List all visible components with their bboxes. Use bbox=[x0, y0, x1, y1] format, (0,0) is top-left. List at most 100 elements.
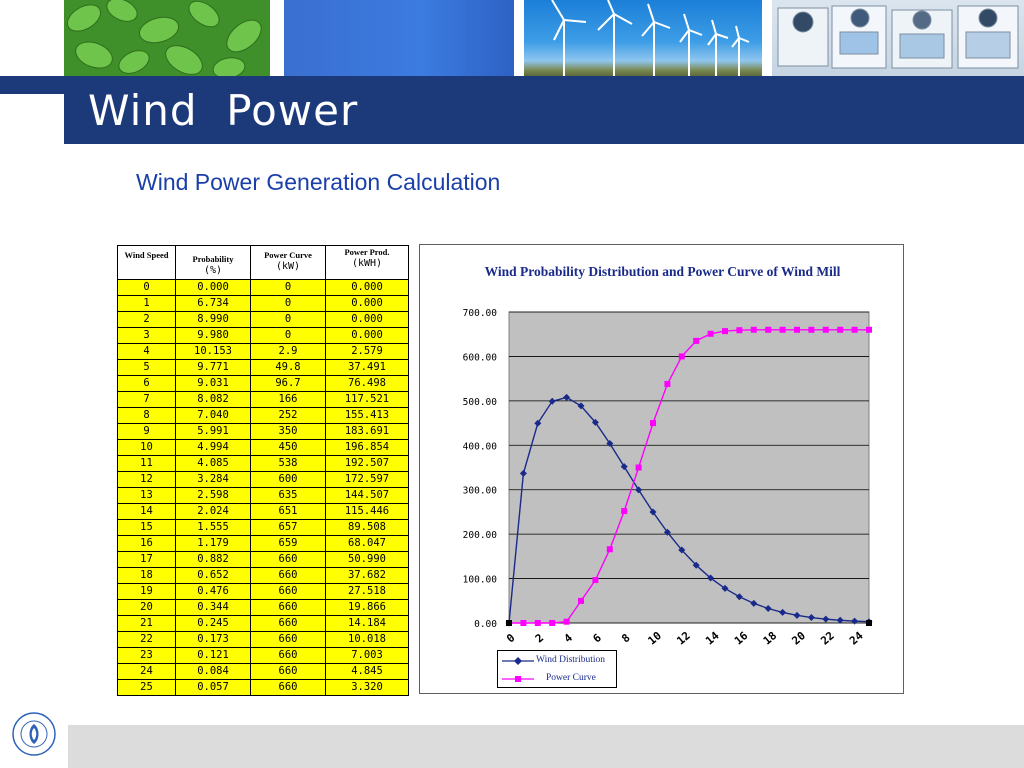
axis-corner-marker bbox=[866, 620, 872, 626]
cell-power-curve: 166 bbox=[250, 391, 326, 408]
y-tick-label: 700.00 bbox=[463, 308, 498, 319]
cell-power-production: 192.507 bbox=[325, 455, 409, 472]
cell-power-curve: 600 bbox=[250, 471, 326, 488]
x-tick-label: 6 bbox=[590, 631, 604, 645]
data-point-power-curve bbox=[592, 577, 599, 584]
cell-probability: 0.084 bbox=[175, 663, 251, 680]
cell-power-curve: 635 bbox=[250, 487, 326, 504]
x-tick-label: 20 bbox=[789, 629, 808, 647]
cell-wind-speed: 7 bbox=[117, 391, 176, 408]
cell-probability: 0.173 bbox=[175, 631, 251, 648]
y-tick-label: 200.00 bbox=[463, 530, 498, 541]
x-tick-label: 16 bbox=[732, 629, 751, 648]
cell-power-production: 76.498 bbox=[325, 375, 409, 392]
cell-probability: 0.245 bbox=[175, 615, 251, 632]
data-point-wind-distribution bbox=[519, 469, 527, 477]
y-tick-label: 100.00 bbox=[463, 575, 498, 586]
cell-power-production: 19.866 bbox=[325, 599, 409, 616]
data-point-wind-distribution bbox=[735, 593, 743, 601]
cell-power-production: 183.691 bbox=[325, 423, 409, 440]
table-row: 23 0.121 660 7.003 bbox=[117, 647, 409, 664]
cell-power-curve: 660 bbox=[250, 679, 326, 696]
data-point-power-curve bbox=[736, 327, 743, 334]
data-point-wind-distribution bbox=[563, 393, 571, 401]
cell-probability: 1.555 bbox=[175, 519, 251, 536]
wind-turbines-banner-image bbox=[524, 0, 762, 76]
cell-wind-speed: 2 bbox=[117, 311, 176, 328]
data-point-wind-distribution bbox=[663, 528, 671, 536]
data-point-wind-distribution bbox=[764, 605, 772, 613]
legend-swatch-power-curve bbox=[502, 676, 534, 682]
leaves-banner-image bbox=[64, 0, 270, 76]
cell-power-curve: 660 bbox=[250, 583, 326, 600]
cell-probability: 9.771 bbox=[175, 359, 251, 376]
cell-probability: 0.057 bbox=[175, 679, 251, 696]
table-row: 21 0.245 660 14.184 bbox=[117, 615, 409, 632]
cell-probability: 2.024 bbox=[175, 503, 251, 520]
cell-power-curve: 350 bbox=[250, 423, 326, 440]
cell-power-production: 196.854 bbox=[325, 439, 409, 456]
x-tick-label: 0 bbox=[504, 631, 517, 645]
data-point-wind-distribution bbox=[721, 584, 729, 592]
cell-power-curve: 450 bbox=[250, 439, 326, 456]
cell-power-curve: 49.8 bbox=[250, 359, 326, 376]
cell-power-production: 0.000 bbox=[325, 311, 409, 328]
data-point-power-curve bbox=[779, 326, 786, 333]
x-tick-label: 8 bbox=[619, 631, 632, 645]
cell-probability: 0.476 bbox=[175, 583, 251, 600]
cell-power-curve: 538 bbox=[250, 455, 326, 472]
table-row: 10 4.994 450 196.854 bbox=[117, 439, 409, 456]
x-tick-label: 18 bbox=[761, 629, 780, 647]
x-tick-label: 14 bbox=[703, 629, 722, 648]
cell-power-curve: 660 bbox=[250, 615, 326, 632]
table-row: 15 1.555 657 89.508 bbox=[117, 519, 409, 536]
cell-wind-speed: 21 bbox=[117, 615, 176, 632]
left-accent-bar bbox=[0, 76, 64, 94]
cell-power-curve: 660 bbox=[250, 631, 326, 648]
cell-power-curve: 659 bbox=[250, 535, 326, 552]
data-point-power-curve bbox=[837, 326, 844, 333]
cell-probability: 4.994 bbox=[175, 439, 251, 456]
cell-power-curve: 0 bbox=[250, 311, 326, 328]
cell-probability: 8.082 bbox=[175, 391, 251, 408]
cell-wind-speed: 15 bbox=[117, 519, 176, 536]
legend-label-wind-distribution: Wind Distribution bbox=[536, 655, 606, 665]
data-point-wind-distribution bbox=[577, 402, 585, 410]
chart-plot: 0.00 100.00 200.00 300.00 400.00 500.00 600.00… bbox=[463, 308, 873, 648]
table-row: 20 0.344 660 19.866 bbox=[117, 599, 409, 616]
data-point-power-curve bbox=[866, 326, 872, 333]
data-point-wind-distribution bbox=[779, 608, 787, 616]
table-row: 9 5.991 350 183.691 bbox=[117, 423, 409, 440]
data-point-power-curve bbox=[563, 618, 570, 625]
y-tick-label: 600.00 bbox=[463, 352, 498, 363]
table-row: 22 0.173 660 10.018 bbox=[117, 631, 409, 648]
table-row: 3 9.980 0 0.000 bbox=[117, 327, 409, 344]
data-point-wind-distribution bbox=[534, 419, 542, 427]
data-point-power-curve bbox=[851, 326, 858, 333]
data-point-power-curve bbox=[693, 337, 700, 344]
header-wind-speed: Wind Speed bbox=[117, 245, 176, 280]
header-probability: Probability (%) bbox=[175, 245, 251, 280]
x-tick-label: 10 bbox=[645, 629, 664, 647]
cell-power-curve: 0 bbox=[250, 295, 326, 312]
cell-wind-speed: 25 bbox=[117, 679, 176, 696]
table-body: 0 0.000 0 0.000 1 6.734 0 0.000 2 8.990 0 0.000 3 9.9… bbox=[117, 279, 409, 696]
chart-title: Wind Probability Distribution and Power … bbox=[484, 264, 841, 279]
cell-power-production: 89.508 bbox=[325, 519, 409, 536]
data-point-wind-distribution bbox=[707, 574, 715, 582]
cell-probability: 6.734 bbox=[175, 295, 251, 312]
cell-power-production: 144.507 bbox=[325, 487, 409, 504]
cell-power-curve: 0 bbox=[250, 327, 326, 344]
leaves-pattern bbox=[66, 0, 262, 76]
cell-power-curve: 96.7 bbox=[250, 375, 326, 392]
cell-power-production: 37.491 bbox=[325, 359, 409, 376]
data-point-power-curve bbox=[650, 420, 656, 427]
x-tick-label: 24 bbox=[847, 629, 866, 648]
cell-power-production: 115.446 bbox=[325, 503, 409, 520]
slide-subtitle: Wind Power Generation Calculation bbox=[136, 169, 501, 195]
cell-probability: 8.990 bbox=[175, 311, 251, 328]
data-point-wind-distribution bbox=[750, 599, 758, 607]
data-point-power-curve bbox=[707, 330, 714, 337]
cell-wind-speed: 12 bbox=[117, 471, 176, 488]
table-row: 6 9.031 96.7 76.498 bbox=[117, 375, 409, 392]
